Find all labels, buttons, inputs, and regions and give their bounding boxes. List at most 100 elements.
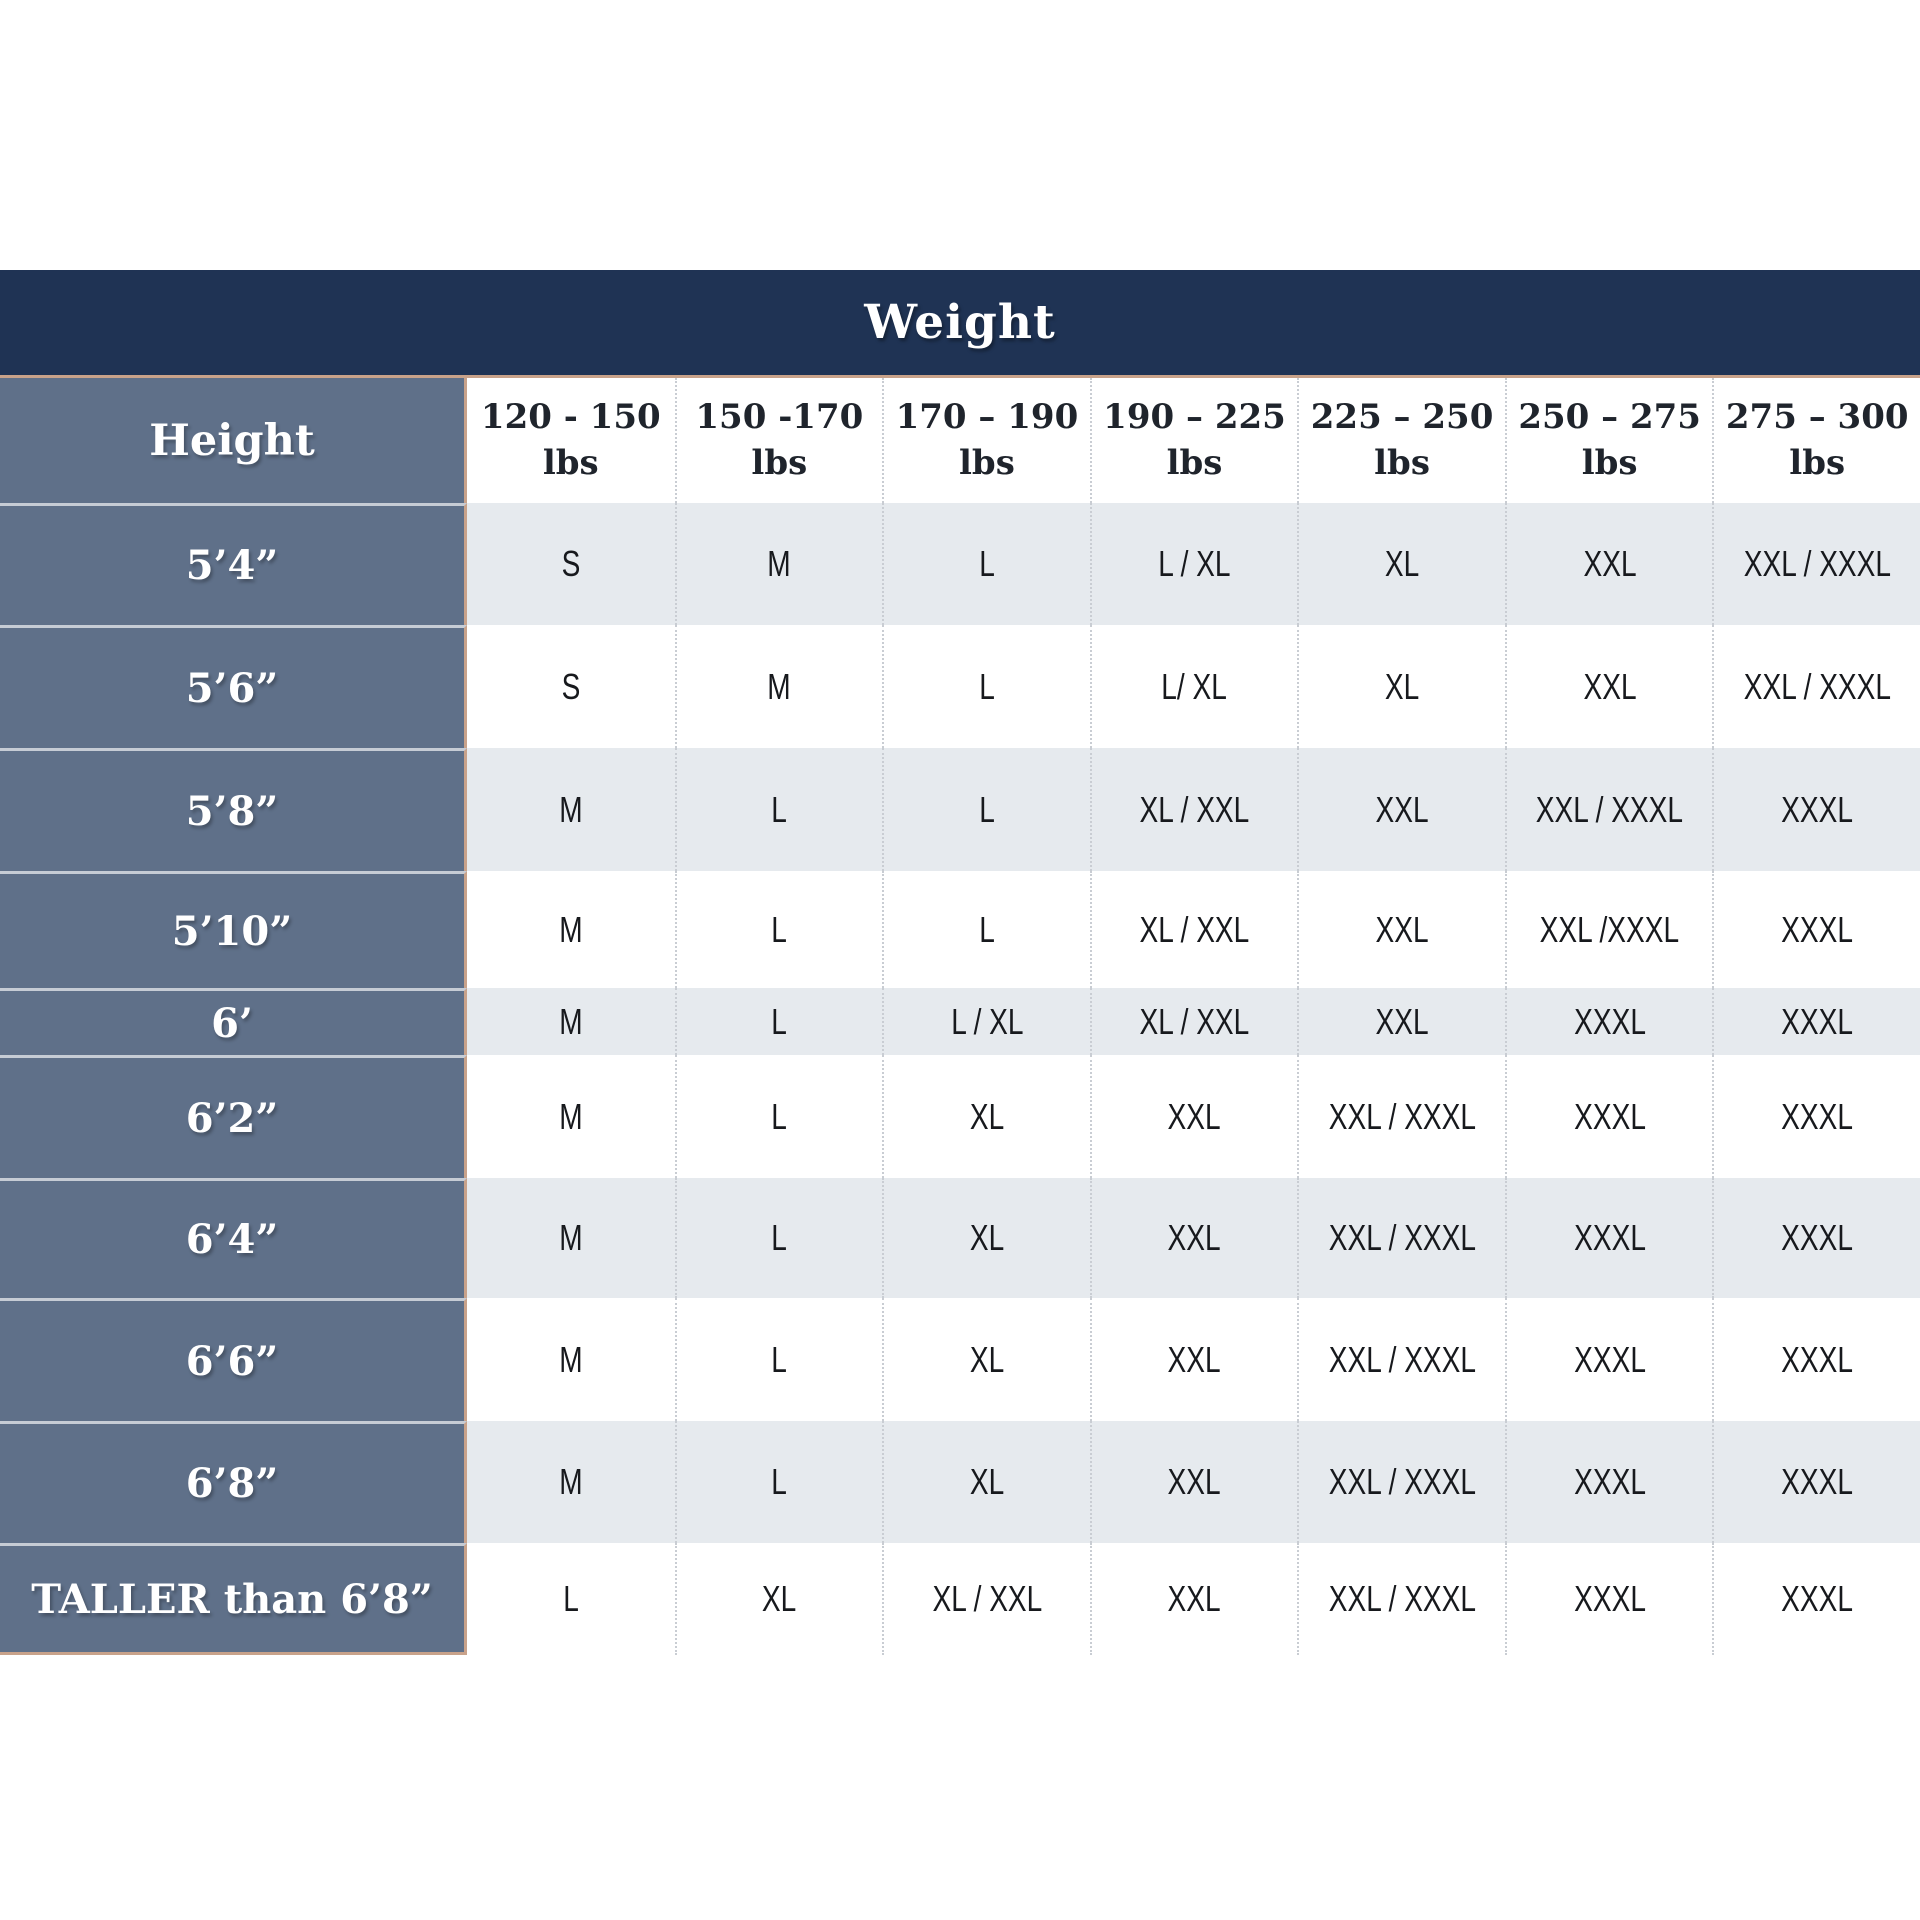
column-weight-range: 170 – 190 <box>895 396 1079 437</box>
size-value: XXXL <box>1573 1217 1646 1258</box>
size-cell: XXL / XXXL <box>1712 625 1920 748</box>
size-cell: XXL <box>1089 1421 1298 1543</box>
size-cell: XXL <box>1089 1178 1298 1298</box>
size-value: XXL <box>1583 543 1637 584</box>
size-cell: M <box>467 871 675 988</box>
size-value: XL <box>1384 665 1420 707</box>
column-header: 150 -170 lbs <box>674 378 883 503</box>
size-value: M <box>559 1095 583 1137</box>
size-cell: L / XL <box>1089 503 1298 625</box>
size-cell: L <box>674 1055 883 1178</box>
size-cell: XXXL <box>1712 1543 1920 1655</box>
size-cell: L <box>674 988 883 1055</box>
column-weight-unit: lbs <box>542 442 599 483</box>
size-value: XXL <box>1375 908 1429 950</box>
size-value: XXXL <box>1781 1000 1854 1042</box>
size-cell: M <box>467 1298 675 1421</box>
size-cell: XXXL <box>1712 988 1920 1055</box>
size-value: XL / XXL <box>1139 908 1250 950</box>
size-value: XXL <box>1583 665 1637 707</box>
size-value: M <box>559 788 583 830</box>
size-value: XL <box>969 1095 1005 1137</box>
size-value: XXXL <box>1781 908 1854 950</box>
height-corner-label: Height <box>0 378 467 503</box>
size-cell: XL / XXL <box>1089 871 1298 988</box>
size-value: XL <box>969 1338 1005 1380</box>
size-cell: XXL / XXXL <box>1297 1421 1505 1543</box>
row-height-label: 5’10” <box>0 871 467 988</box>
size-value: XL <box>969 1217 1005 1258</box>
size-cell: XXL <box>1297 748 1505 871</box>
row-height-label: 6’4” <box>0 1178 467 1298</box>
size-value: XXL <box>1167 1095 1222 1137</box>
size-cell: XXL / XXXL <box>1504 748 1713 871</box>
row-height-label: 6’2” <box>0 1055 467 1178</box>
column-weight-unit: lbs <box>959 442 1015 483</box>
size-value: XL / XXL <box>1139 788 1250 830</box>
size-cell: XXL <box>1504 625 1713 748</box>
row-height-label: 5’4” <box>0 503 467 625</box>
size-value: XXXL <box>1781 1095 1854 1137</box>
size-cell: L <box>674 748 883 871</box>
size-cell: XL <box>882 1178 1090 1298</box>
size-cell: M <box>467 1178 675 1298</box>
size-cell: M <box>467 1055 675 1178</box>
size-cell: XL <box>882 1421 1090 1543</box>
table-row: 6’6” M L XL XXL XXL / XXXL XXXL XXXL <box>0 1298 1920 1421</box>
column-weight-unit: lbs <box>1581 442 1638 483</box>
column-weight-unit: lbs <box>1166 442 1223 483</box>
size-value: L / XL <box>1158 543 1231 584</box>
size-value: XL <box>1384 543 1420 584</box>
column-header: 250 – 275 lbs <box>1504 378 1713 503</box>
weight-header-bar: Weight <box>0 270 1920 375</box>
table-row: 5’10” M L L XL / XXL XXL XXL /XXXL XXXL <box>0 871 1920 988</box>
size-value: XXL / XXXL <box>1328 1461 1476 1502</box>
size-cell: L <box>674 1298 883 1421</box>
size-cell: S <box>467 503 675 625</box>
size-value: M <box>559 1000 583 1042</box>
size-cell: XXXL <box>1712 1298 1920 1421</box>
size-cell: XXL <box>1089 1543 1298 1655</box>
size-cell: XXL / XXXL <box>1297 1298 1505 1421</box>
size-value: M <box>559 1338 583 1380</box>
size-value: L <box>979 788 995 830</box>
size-cell: XXXL <box>1712 748 1920 871</box>
size-value: M <box>767 543 792 584</box>
size-value: XXXL <box>1573 1000 1646 1042</box>
size-cell: XXL <box>1297 871 1505 988</box>
table-row: 6’2” M L XL XXL XXL / XXXL XXXL XXXL <box>0 1055 1920 1178</box>
size-cell: XXL /XXXL <box>1504 871 1713 988</box>
column-weight-unit: lbs <box>1374 442 1430 483</box>
size-value: L <box>979 665 995 707</box>
size-cell: XXL / XXXL <box>1712 503 1920 625</box>
size-value: XXL <box>1167 1338 1222 1380</box>
size-value: L <box>771 1338 788 1380</box>
size-cell: L <box>882 748 1090 871</box>
size-cell: L <box>882 503 1090 625</box>
size-value: XXL / XXXL <box>1536 788 1684 830</box>
table-row: 5’6” S M L L/ XL XL XXL XXL / XXXL <box>0 625 1920 748</box>
row-height-label: 6’8” <box>0 1421 467 1543</box>
size-cell: L/ XL <box>1089 625 1298 748</box>
size-cell: S <box>467 625 675 748</box>
size-cell: XL <box>1297 503 1505 625</box>
table-row: 5’4” S M L L / XL XL XXL XXL / XXXL <box>0 503 1920 625</box>
size-cell: XXXL <box>1504 1178 1713 1298</box>
row-height-label: 6’ <box>0 988 467 1055</box>
size-cell: XXXL <box>1712 1055 1920 1178</box>
row-height-label: 6’6” <box>0 1298 467 1421</box>
size-cell: XL <box>882 1298 1090 1421</box>
size-value: XXL / XXXL <box>1743 543 1891 584</box>
size-value: XXL <box>1167 1578 1222 1619</box>
column-weight-range: 150 -170 <box>695 396 864 437</box>
size-value: XL <box>969 1461 1005 1502</box>
table-row: 6’ M L L / XL XL / XXL XXL XXXL XXXL <box>0 988 1920 1055</box>
column-weight-range: 120 - 150 <box>480 396 661 437</box>
size-cell: XL / XXL <box>1089 988 1298 1055</box>
column-header: 120 - 150 lbs <box>467 378 675 503</box>
size-value: M <box>559 1461 583 1502</box>
size-cell: M <box>467 988 675 1055</box>
size-cell: L <box>674 871 883 988</box>
size-value: L <box>979 908 995 950</box>
size-value: S <box>561 543 581 584</box>
